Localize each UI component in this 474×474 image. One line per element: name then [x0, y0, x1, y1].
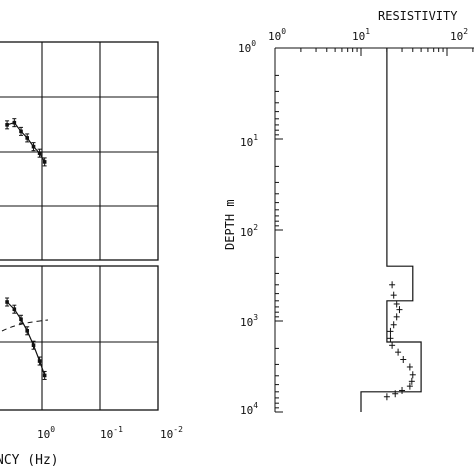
upper-curve	[6, 122, 46, 163]
right-x-tick-label-1: 101	[352, 27, 370, 43]
measured-point	[396, 306, 403, 314]
left-x-tick-label-0: 100	[37, 425, 55, 441]
upper-plot	[0, 41, 159, 261]
right-axis-ticks	[274, 47, 474, 413]
left-panel: 100 10-1 10-2 NCY (Hz)	[0, 41, 183, 468]
dashed-model-curve	[1, 319, 49, 332]
measured-point	[387, 327, 394, 335]
right-y-tick-label-0: 100	[238, 39, 256, 55]
lower-point	[5, 297, 10, 307]
right-y-tick-label-4: 104	[240, 401, 258, 417]
resistivity-model	[360, 48, 422, 412]
measured-points	[383, 281, 416, 401]
right-panel: RESISTIVITY 100 101 102 100 101 102 103 …	[223, 9, 474, 417]
upper-data-series	[5, 118, 47, 167]
right-y-tick-label-1: 101	[240, 133, 258, 149]
measured-point	[395, 348, 402, 356]
measured-point	[387, 334, 394, 342]
measured-point	[393, 300, 400, 308]
measured-point	[400, 356, 407, 364]
left-x-tick-label-2: 10-2	[160, 425, 183, 441]
measured-point	[390, 321, 397, 329]
lower-plot	[0, 265, 159, 411]
measured-point	[409, 371, 416, 379]
lower-curve	[6, 301, 46, 376]
right-y-tick-label-3: 103	[240, 313, 258, 329]
measured-point	[408, 377, 415, 385]
measured-point	[393, 313, 400, 321]
measured-point	[383, 393, 390, 401]
measured-point	[390, 291, 397, 299]
lower-plot-frame	[0, 265, 159, 411]
left-x-axis-label: NCY (Hz)	[0, 453, 59, 468]
measured-point	[389, 281, 396, 289]
right-y-tick-label-2: 102	[240, 223, 258, 239]
measured-point	[389, 341, 396, 349]
left-x-tick-labels: 100 10-1 10-2	[37, 425, 183, 441]
measured-point	[392, 390, 399, 398]
right-x-tick-label-2: 102	[450, 27, 468, 43]
lower-data-series	[5, 297, 47, 380]
model-step-line	[360, 48, 422, 412]
measured-point	[406, 382, 413, 390]
right-x-tick-labels: 100 101 102	[268, 27, 468, 43]
left-x-tick-label-1: 10-1	[100, 425, 123, 441]
right-y-tick-labels: 100 101 102 103 104	[238, 39, 258, 417]
upper-plot-frame	[0, 41, 159, 261]
right-x-tick-label-0: 100	[268, 27, 286, 43]
upper-point	[5, 120, 10, 130]
right-panel-title: RESISTIVITY	[378, 9, 458, 23]
measured-point	[399, 386, 406, 394]
right-y-axis-label: DEPTH m	[223, 199, 237, 250]
measured-point	[406, 363, 413, 371]
